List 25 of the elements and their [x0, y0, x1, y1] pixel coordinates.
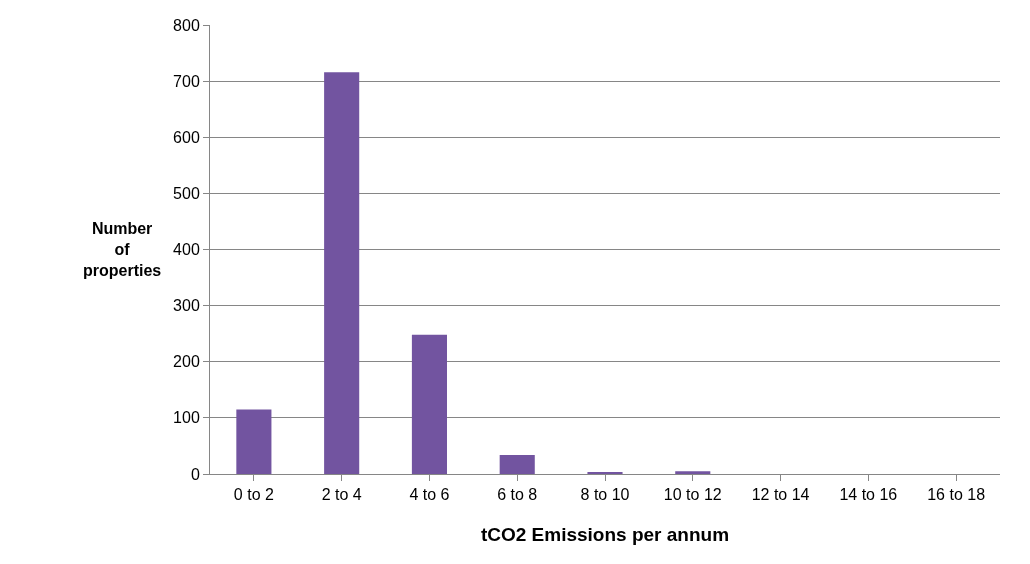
x-tick-label: 12 to 14	[751, 486, 810, 504]
y-axis-title: Number of properties	[83, 220, 162, 279]
x-axis-title: tCO2 Emissions per annum	[480, 524, 730, 545]
bar	[236, 409, 272, 474]
y-tick-label: 800	[173, 16, 200, 34]
x-tick-label: 0 to 2	[233, 486, 275, 504]
x-tick-label: 8 to 10	[580, 486, 630, 504]
y-tick-label: 700	[173, 72, 200, 90]
bar	[499, 454, 535, 474]
bar	[324, 72, 360, 474]
y-tick-label: 300	[173, 297, 200, 315]
x-tick-label: 2 to 4	[321, 486, 362, 504]
y-tick-label: 600	[173, 128, 200, 146]
x-tick-label: 6 to 8	[497, 486, 538, 504]
y-tick-label: 100	[173, 409, 200, 427]
y-tick-label: 500	[173, 184, 200, 202]
bar	[411, 334, 447, 474]
y-tick-label: 0	[190, 465, 200, 483]
bar	[675, 471, 711, 474]
x-tick-label: 14 to 16	[839, 486, 898, 504]
x-tick-label: 16 to 18	[927, 486, 986, 504]
x-tick-label: 10 to 12	[663, 486, 722, 504]
y-tick-label: 200	[173, 353, 200, 371]
x-tick-label: 4 to 6	[409, 486, 450, 504]
y-tick-label: 400	[173, 241, 200, 259]
